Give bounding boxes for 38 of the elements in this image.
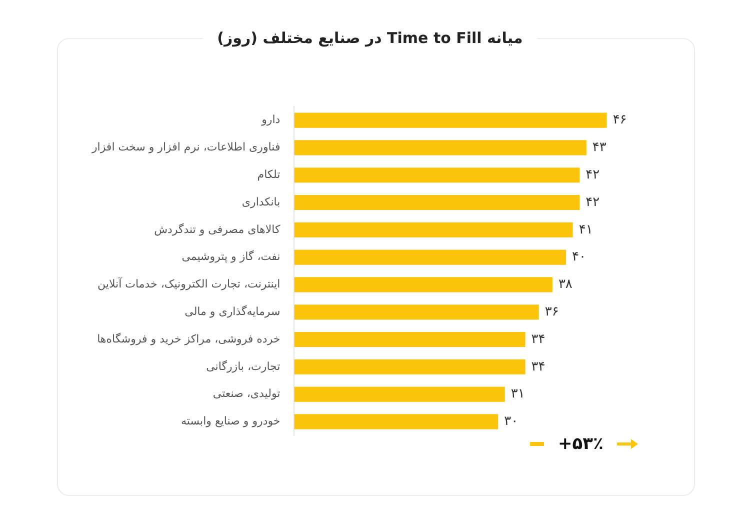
y-tick-label: نفت، گاز و پتروشیمی: [182, 250, 280, 264]
bar: [294, 168, 580, 183]
bar: [294, 250, 566, 265]
y-tick-label: فناوری اطلاعات، نرم افزار و سخت افزار: [90, 140, 280, 154]
data-label: ۳۰: [504, 414, 518, 430]
y-tick-label: تجارت، بازرگانی: [206, 360, 280, 373]
data-label: ۴۲: [586, 194, 600, 210]
annotation: +۵۳٪: [558, 434, 604, 454]
data-label: ۳۱: [510, 386, 525, 402]
data-label: ۳۴: [531, 359, 546, 374]
data-label: ۳۴: [531, 332, 546, 347]
data-label: ۴۲: [586, 167, 600, 182]
bar: [294, 332, 526, 348]
y-tick-label: کالاهای مصرفی و تندگردش: [154, 222, 281, 236]
bar: [294, 277, 552, 292]
y-tick-label: اینترنت، تجارت الکترونیک، خدمات آنلاین: [98, 276, 280, 291]
bar: [294, 194, 580, 210]
data-label: ۴۰: [572, 250, 586, 265]
bar: [294, 359, 526, 374]
bar: [294, 386, 505, 402]
data-label: ۳۶: [544, 304, 559, 320]
bar: [294, 304, 539, 320]
y-tick-label: تلکام: [257, 168, 280, 181]
y-tick-label: دارو: [260, 113, 280, 126]
data-label: ۳۸: [558, 277, 572, 292]
y-tick-label: خودرو و صنایع وابسته: [181, 414, 280, 428]
data-label: ۴۱: [578, 222, 593, 238]
data-label: ۴۶: [612, 112, 627, 128]
y-tick-label: سرمایه‌گذاری و مالی: [184, 304, 280, 318]
y-tick-label: تولیدی، صنعتی: [212, 387, 280, 400]
y-tick-label: خرده فروشی، مراکز خرید و فروشگاه‌ها: [97, 332, 280, 346]
chart-title: میانه Time to Fill در صنایع مختلف (روز): [203, 29, 537, 47]
bar: [294, 414, 498, 430]
bar: [294, 112, 607, 128]
bar: [294, 222, 573, 238]
y-tick-label: بانکداری: [242, 195, 280, 208]
data-label: ۴۳: [592, 140, 606, 156]
bar: [294, 140, 586, 156]
